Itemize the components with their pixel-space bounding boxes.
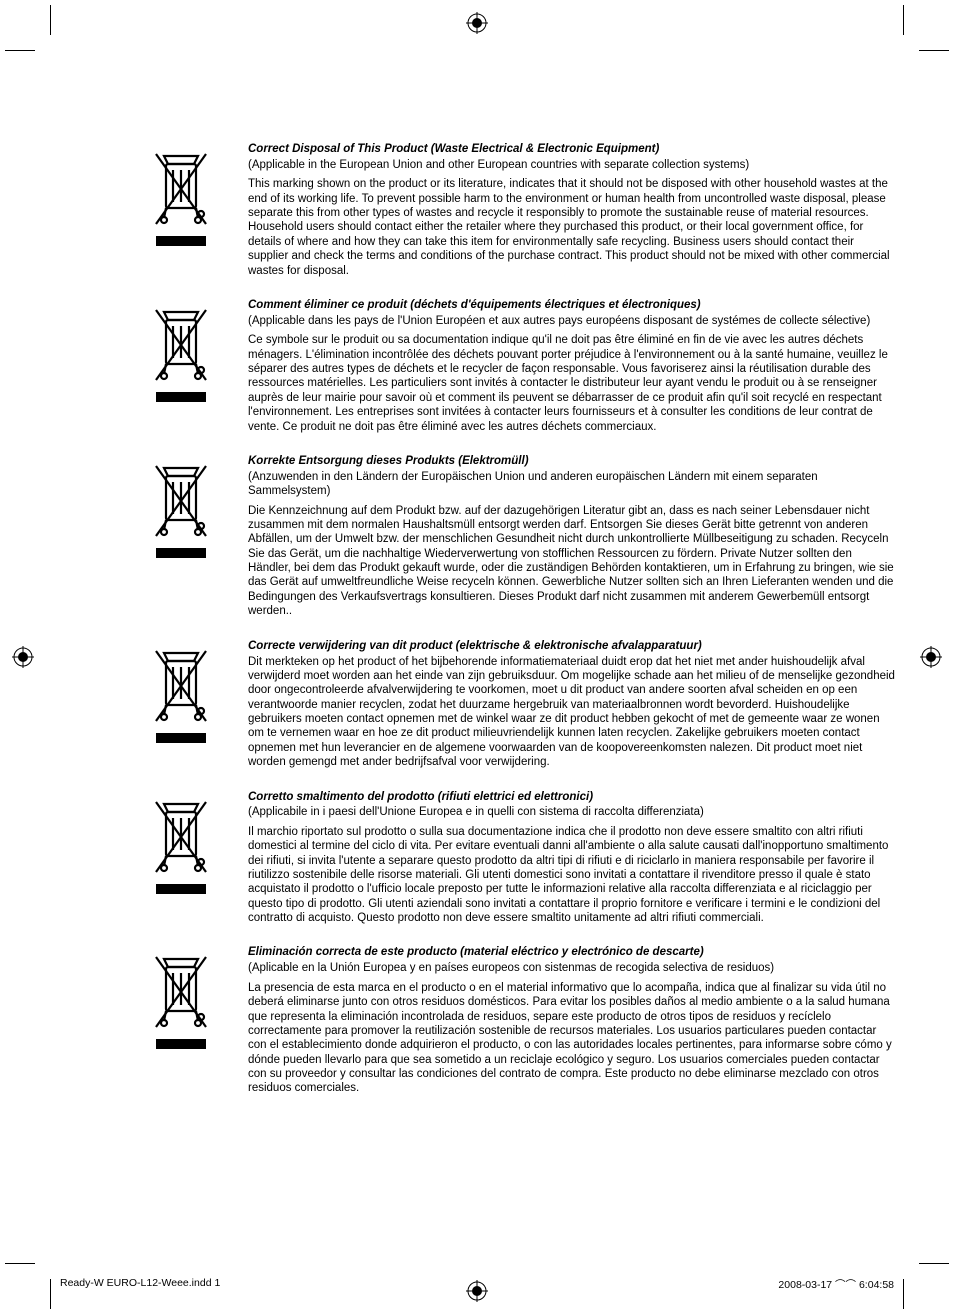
disposal-section: Corretto smaltimento del prodotto (rifiu…	[150, 790, 910, 926]
disposal-section: Correcte verwijdering van dit product (e…	[150, 639, 910, 770]
section-body: Dit merkteken op het product of het bijb…	[248, 655, 895, 770]
section-body: La presencia de esta marca en el product…	[248, 981, 895, 1096]
section-subtitle: (Anzuwenden in den Ländern der Europäisc…	[248, 470, 895, 499]
content-area: Correct Disposal of This Product (Waste …	[150, 142, 910, 1116]
weee-bin-icon	[150, 458, 212, 568]
text-column: Correct Disposal of This Product (Waste …	[230, 142, 910, 278]
registration-mark-icon	[466, 12, 488, 34]
section-subtitle: (Applicabile in i paesi dell'Unione Euro…	[248, 805, 895, 819]
footer-right: 2008-03-17 ⌒⌒ 6:04:58	[778, 1277, 894, 1292]
section-body: Die Kennzeichnung auf dem Produkt bzw. a…	[248, 504, 895, 619]
section-body: This marking shown on the product or its…	[248, 177, 895, 278]
icon-column	[150, 945, 230, 1064]
section-title: Eliminación correcta de este producto (m…	[248, 945, 895, 960]
weee-bin-icon	[150, 949, 212, 1059]
text-column: Correcte verwijdering van dit product (e…	[230, 639, 910, 770]
section-title: Correcte verwijdering van dit product (e…	[248, 639, 895, 654]
section-subtitle: (Applicable dans les pays de l'Union Eur…	[248, 314, 895, 328]
icon-column	[150, 454, 230, 573]
section-title: Korrekte Entsorgung dieses Produkts (Ele…	[248, 454, 895, 469]
weee-bin-icon	[150, 302, 212, 412]
crop-mark	[50, 1279, 51, 1309]
footer-left: Ready-W EURO-L12-Weee.indd 1	[60, 1277, 220, 1292]
disposal-section: Comment éliminer ce produit (déchets d'é…	[150, 298, 910, 434]
footer: Ready-W EURO-L12-Weee.indd 1 2008-03-17 …	[60, 1277, 894, 1292]
text-column: Eliminación correcta de este producto (m…	[230, 945, 910, 1095]
text-column: Comment éliminer ce produit (déchets d'é…	[230, 298, 910, 434]
disposal-section: Correct Disposal of This Product (Waste …	[150, 142, 910, 278]
section-title: Comment éliminer ce produit (déchets d'é…	[248, 298, 895, 313]
crop-mark	[5, 1263, 35, 1264]
disposal-section: Eliminación correcta de este producto (m…	[150, 945, 910, 1095]
crop-mark	[919, 1263, 949, 1264]
section-subtitle: (Aplicable en la Unión Europea y en país…	[248, 961, 895, 975]
registration-mark-icon	[920, 646, 942, 668]
weee-bin-icon	[150, 643, 212, 753]
crop-mark	[50, 5, 51, 35]
crop-mark	[903, 5, 904, 35]
weee-bin-icon	[150, 146, 212, 256]
icon-column	[150, 142, 230, 261]
registration-mark-icon	[12, 646, 34, 668]
section-subtitle: (Applicable in the European Union and ot…	[248, 158, 895, 172]
disposal-section: Korrekte Entsorgung dieses Produkts (Ele…	[150, 454, 910, 619]
text-column: Korrekte Entsorgung dieses Produkts (Ele…	[230, 454, 910, 619]
crop-mark	[903, 1279, 904, 1309]
crop-mark	[919, 50, 949, 51]
section-body: Il marchio riportato sul prodotto o sull…	[248, 825, 895, 926]
crop-mark	[5, 50, 35, 51]
section-title: Correct Disposal of This Product (Waste …	[248, 142, 895, 157]
section-title: Corretto smaltimento del prodotto (rifiu…	[248, 790, 895, 805]
icon-column	[150, 639, 230, 758]
icon-column	[150, 790, 230, 909]
text-column: Corretto smaltimento del prodotto (rifiu…	[230, 790, 910, 926]
weee-bin-icon	[150, 794, 212, 904]
icon-column	[150, 298, 230, 417]
section-body: Ce symbole sur le produit ou sa document…	[248, 333, 895, 434]
